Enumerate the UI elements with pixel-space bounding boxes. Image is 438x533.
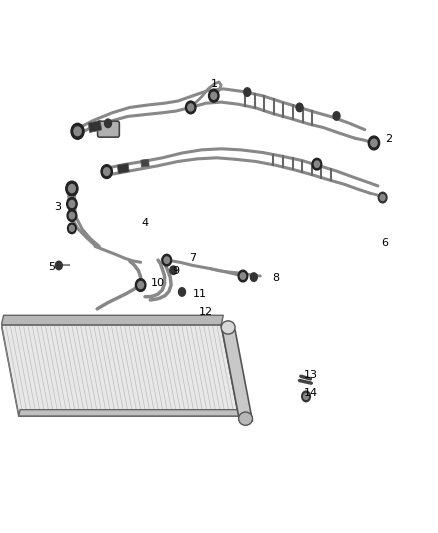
Circle shape xyxy=(208,90,219,102)
Text: 13: 13 xyxy=(304,370,318,380)
Bar xyxy=(117,163,129,174)
Circle shape xyxy=(179,288,185,296)
Text: 8: 8 xyxy=(272,273,279,283)
Circle shape xyxy=(378,192,387,203)
Circle shape xyxy=(69,212,74,219)
Polygon shape xyxy=(221,325,253,421)
Circle shape xyxy=(67,223,76,233)
Text: 9: 9 xyxy=(172,266,179,276)
Polygon shape xyxy=(19,410,240,416)
Circle shape xyxy=(314,161,320,167)
Circle shape xyxy=(304,393,308,399)
Circle shape xyxy=(188,104,194,111)
Text: 4: 4 xyxy=(141,218,148,228)
Circle shape xyxy=(296,103,303,112)
Circle shape xyxy=(104,168,110,175)
Text: 2: 2 xyxy=(385,134,392,144)
Text: 11: 11 xyxy=(192,289,206,299)
Circle shape xyxy=(135,279,146,292)
Circle shape xyxy=(68,184,75,192)
Circle shape xyxy=(67,198,77,211)
Circle shape xyxy=(138,281,144,288)
Circle shape xyxy=(164,257,170,263)
Circle shape xyxy=(244,88,251,96)
Circle shape xyxy=(105,119,112,127)
Circle shape xyxy=(55,261,62,270)
Text: 12: 12 xyxy=(199,306,213,317)
Circle shape xyxy=(66,181,78,196)
Circle shape xyxy=(302,391,311,402)
Circle shape xyxy=(251,273,257,281)
Text: 3: 3 xyxy=(54,202,61,212)
Circle shape xyxy=(312,158,322,170)
Circle shape xyxy=(71,123,84,139)
Text: 7: 7 xyxy=(189,253,197,263)
Ellipse shape xyxy=(221,321,235,334)
Circle shape xyxy=(380,195,385,200)
Text: 14: 14 xyxy=(304,387,318,398)
Circle shape xyxy=(69,200,75,207)
FancyBboxPatch shape xyxy=(98,121,119,137)
Circle shape xyxy=(101,165,113,179)
Circle shape xyxy=(333,112,340,120)
Circle shape xyxy=(238,270,248,282)
Bar xyxy=(88,120,102,133)
Text: 10: 10 xyxy=(151,278,165,288)
Circle shape xyxy=(240,273,246,279)
Text: 6: 6 xyxy=(381,238,388,248)
Circle shape xyxy=(162,254,172,266)
Circle shape xyxy=(371,139,377,147)
Circle shape xyxy=(211,92,217,99)
Circle shape xyxy=(70,225,74,231)
Circle shape xyxy=(74,127,81,136)
Bar xyxy=(141,159,149,167)
Polygon shape xyxy=(1,316,223,325)
Circle shape xyxy=(368,136,380,150)
Polygon shape xyxy=(1,325,239,416)
Text: 5: 5 xyxy=(48,262,55,271)
Circle shape xyxy=(185,101,196,114)
Circle shape xyxy=(170,266,177,274)
Circle shape xyxy=(67,210,77,221)
Text: 1: 1 xyxy=(211,78,218,88)
Ellipse shape xyxy=(239,412,253,425)
